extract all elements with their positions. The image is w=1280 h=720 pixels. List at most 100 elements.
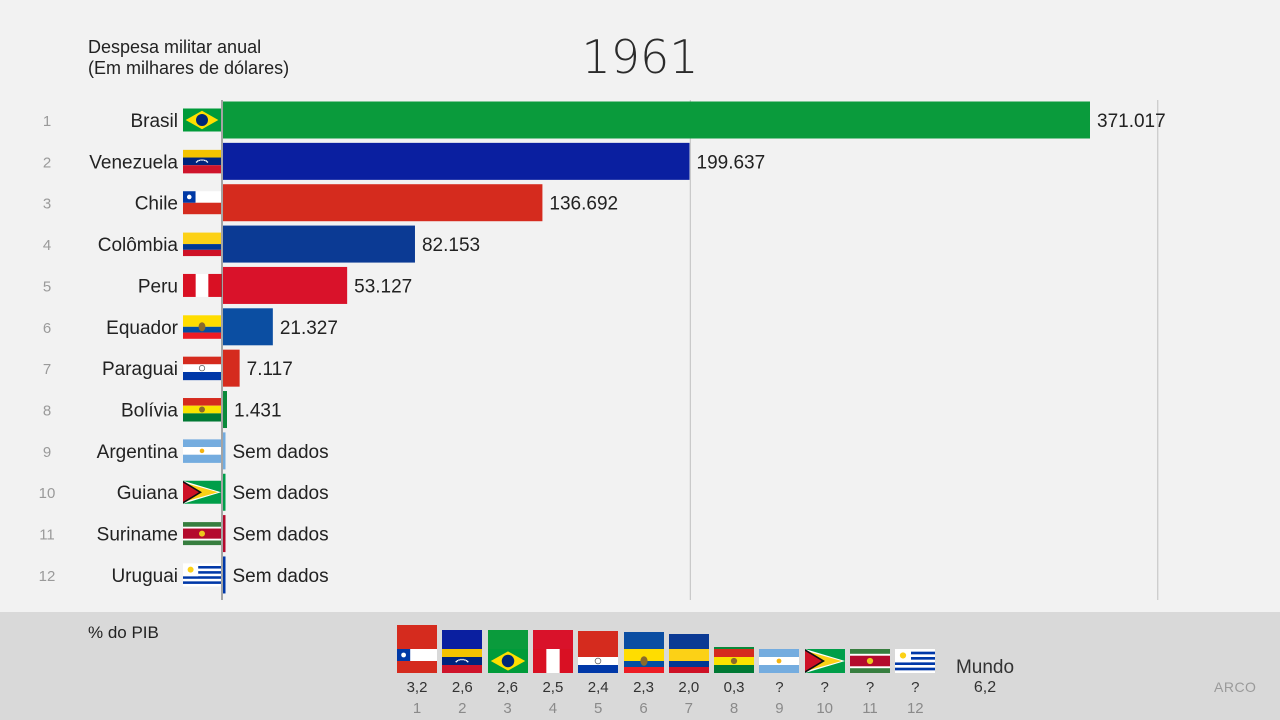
gdp-value-label: 2,6 [451,679,473,696]
gdp-bar [532,630,573,649]
argentina-flag [183,439,221,463]
ecuador-flag [623,649,664,673]
bar [223,349,240,387]
gdp-value-label: 2,6 [497,679,519,696]
bar-chart: 1 Brasil 371.017 2 Venezuela 199.637 3 Chile 136… [39,100,1166,600]
country-label: Bolívia [121,401,178,422]
gdp-rank-label: 12 [906,700,924,717]
bar [223,225,415,263]
country-label: Paraguai [102,359,178,380]
world-label: Mundo [955,657,1015,678]
rank-label: 10 [39,485,56,502]
rank-label: 3 [43,196,51,213]
gdp-value-label: ? [775,679,784,696]
gdp-panel: % do PIB 3,2 1 2,6 2 2,6 3 2,5 4 2,4 5 2,3 6 2,0 7 0,3… [0,612,1280,720]
gdp-bar [397,625,437,649]
gdp-rank-label: 4 [548,700,558,717]
gdp-value-label: 2,0 [678,679,700,696]
gdp-rank-label: 7 [684,700,693,717]
rank-label: 2 [43,154,51,171]
bolivia-flag [183,398,221,422]
value-label: 199.637 [697,152,766,173]
gdp-value-label: 2,4 [587,679,609,696]
rank-label: 6 [43,320,51,337]
bar [223,432,226,470]
peru-flag [183,273,222,297]
gdp-rank-label: 6 [639,700,648,717]
chile-flag [183,191,221,215]
guyana-flag [804,649,845,673]
venezuela-flag [183,149,221,174]
value-label: 53.127 [354,276,412,297]
paraguay-flag [183,356,221,381]
uruguay-flag [183,563,221,587]
argentina-flag [759,649,800,673]
gdp-rank-label: 5 [594,700,603,717]
bar [223,308,273,346]
year-label: 1961 [581,30,699,84]
rank-label: 7 [43,361,51,378]
gdp-rank-label: 9 [775,700,784,717]
gdp-rank-label: 10 [816,700,834,717]
rank-label: 12 [39,568,56,585]
rank-label: 4 [43,237,51,254]
rank-label: 9 [43,444,51,461]
gdp-bar [623,631,664,649]
rank-label: 1 [43,113,51,130]
uruguay-flag [895,649,936,673]
country-label: Argentina [97,442,179,463]
colombia-flag [668,649,709,673]
ecuador-flag [183,315,221,339]
country-label: Suriname [97,525,178,546]
gdp-panel-title: % do PIB [88,623,159,642]
chart-title-line2: (Em milhares de dólares) [88,58,290,78]
suriname-flag [850,649,890,673]
gdp-value-label: ? [820,679,829,696]
bar [223,266,348,304]
value-label: 21.327 [280,318,338,339]
value-label: 82.153 [422,235,480,256]
value-label: Sem dados [233,442,329,463]
bar [223,473,226,511]
colombia-flag [183,232,221,257]
gdp-rank-label: 11 [862,700,878,717]
bar [223,142,690,180]
country-label: Equador [106,318,179,339]
chart-title-line1: Despesa militar anual [88,37,262,57]
suriname-flag [183,522,221,546]
bolivia-flag [714,649,755,673]
value-label: 136.692 [549,194,618,215]
gdp-bar [578,631,619,649]
gdp-bar [442,629,483,649]
value-label: 7.117 [247,359,293,380]
value-label: 371.017 [1097,111,1166,132]
value-label: 1.431 [234,401,282,422]
chart-title: Despesa militar anual (Em milhares de dó… [88,37,289,79]
country-label: Venezuela [89,152,178,173]
country-label: Uruguai [111,566,178,587]
paraguay-flag [578,649,619,673]
brazil-flag [487,649,528,673]
world-value: 6,2 [973,679,997,696]
gdp-bar [668,634,709,649]
guyana-flag [183,480,221,504]
chile-flag [397,649,437,673]
country-label: Peru [138,276,178,297]
gdp-rank-label: 8 [729,700,739,717]
gdp-value-label: 0,3 [723,679,745,696]
gdp-rank-label: 1 [412,700,422,717]
peru-flag [532,649,573,673]
country-label: Guiana [117,483,179,504]
gdp-value-label: ? [865,679,875,696]
gdp-value-label: 3,2 [406,679,428,696]
bar [223,391,227,429]
bar [223,556,226,594]
rank-label: 8 [43,403,51,420]
gdp-value-label: 2,3 [633,679,654,696]
gdp-bar [714,646,755,649]
gdp-bar [487,629,528,649]
value-label: Sem dados [233,525,329,546]
gdp-value-label: 2,5 [542,679,564,696]
brazil-flag [183,108,221,132]
country-label: Brasil [130,111,178,132]
